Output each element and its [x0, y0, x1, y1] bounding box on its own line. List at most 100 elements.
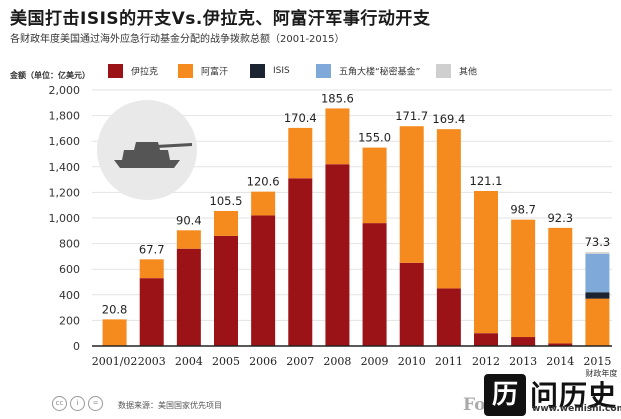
bar-segment: [251, 191, 276, 216]
y-tick-label: 600: [59, 263, 80, 276]
bar-total-label: 73.3: [585, 235, 611, 249]
legend-swatch-slush-fund: [316, 64, 331, 78]
bar-segment: [214, 235, 238, 346]
y-tick-label: 1,400: [49, 161, 81, 174]
legend-swatch-other: [436, 64, 451, 78]
creative-commons-icon: cc: [52, 396, 67, 411]
legend-label-other: 其他: [459, 67, 478, 78]
fiscal-year-note: 财政年度: [585, 368, 617, 378]
bar-segment: [548, 227, 573, 344]
bar-segment: [511, 219, 536, 338]
bar-total-label: 20.8: [102, 302, 128, 316]
legend-label-slush-fund: 五角大楼“秘密基金”: [339, 67, 421, 78]
legend-label-afghanistan: 阿富汗: [201, 67, 229, 78]
y-tick-label: 1,000: [49, 212, 81, 225]
x-tick-label: 2003: [138, 355, 166, 368]
y-tick-label: 0: [73, 340, 80, 353]
tank-icon: [114, 142, 192, 168]
bar-segment: [325, 108, 350, 165]
x-tick-label: 2011: [435, 355, 463, 368]
legend-swatch-afghanistan: [178, 64, 193, 78]
x-tick-label: 2012: [472, 355, 500, 368]
x-tick-label: 2007: [286, 355, 314, 368]
bar-total-label: 92.3: [547, 211, 573, 225]
bar-total-label: 155.0: [358, 131, 391, 145]
x-tick-label: 2009: [361, 355, 389, 368]
legend-item-other: 其他: [436, 64, 477, 78]
y-tick-label: 1,200: [49, 186, 81, 199]
bar-segment: [585, 253, 610, 293]
bar-segment: [585, 292, 610, 299]
x-tick-label: 2001/02: [92, 355, 138, 368]
forbes-logo: Fo: [463, 395, 486, 415]
legend-item-slush-fund: 五角大楼“秘密基金”: [316, 64, 420, 78]
bar-total-label: 121.1: [470, 174, 503, 188]
x-tick-label: 2014: [546, 355, 574, 368]
bar-segment: [288, 127, 313, 179]
bar-segment: [362, 147, 387, 224]
axis-layer: 0 200 400 600 800 1,000 1,200 1,400 1,600 1,800 2,…: [49, 84, 618, 378]
bar-segment: [585, 298, 610, 346]
bar-segment: [251, 215, 276, 346]
bar-segment: [511, 337, 536, 346]
chart-title: 美国打击ISIS的开支Vs.伊拉克、阿富汗军事行动开支: [10, 9, 431, 29]
x-tick-label: 2005: [212, 355, 240, 368]
legend-item-iraq: 伊拉克: [108, 64, 158, 78]
unit-label: 金额（单位：亿美元）: [10, 71, 90, 80]
bar-segment: [474, 190, 498, 334]
label-layer: 20.8 67.7 90.4 105.5 120.6 170.4 185.6 155.0 171…: [102, 91, 610, 316]
watermark-name: 问历史: [530, 379, 618, 412]
bar-segment: [399, 126, 424, 263]
bar-segment: [436, 129, 461, 289]
y-tick-label: 2,000: [49, 84, 81, 97]
bar-segment: [548, 343, 573, 346]
source-note: 数据来源：美国国家优先项目: [118, 401, 222, 410]
bar-segment: [362, 223, 387, 346]
legend-item-isis: ISIS: [250, 64, 290, 78]
tank-illustration: [97, 100, 197, 200]
x-tick-label: 2008: [323, 355, 351, 368]
bar-total-label: 98.7: [510, 203, 536, 217]
bar-total-label: 105.5: [210, 194, 243, 208]
legend-item-afghanistan: 阿富汗: [178, 64, 228, 78]
no-derivatives-icon: =: [88, 396, 103, 411]
bar-segment: [176, 248, 201, 346]
bar-layer: [102, 108, 610, 346]
bar-segment: [102, 319, 127, 346]
bar-total-label: 120.6: [247, 175, 280, 189]
legend-swatch-iraq: [108, 64, 123, 78]
attribution-icon: i: [70, 396, 85, 411]
x-tick-label: 2004: [175, 355, 203, 368]
bar-segment: [325, 164, 350, 346]
bar-segment: [436, 288, 461, 346]
bar-total-label: 170.4: [284, 111, 317, 125]
x-tick-label: 2013: [509, 355, 537, 368]
x-tick-label: 2006: [249, 355, 277, 368]
bar-segment: [214, 210, 238, 236]
watermark-url: www.wenlishi.com: [532, 404, 621, 414]
bar-segment: [585, 252, 610, 254]
bar-segment: [139, 278, 164, 346]
bar-segment: [288, 178, 313, 346]
legend-label-isis: ISIS: [273, 66, 290, 76]
watermark-logo: 历: [484, 374, 526, 416]
y-tick-label: 1,800: [49, 110, 81, 123]
y-tick-label: 1,600: [49, 135, 81, 148]
chart-subtitle: 各财政年度美国通过海外应急行动基金分配的战争拨款总额（2001-2015）: [10, 34, 345, 45]
y-tick-label: 200: [59, 314, 80, 327]
legend-swatch-isis: [250, 64, 265, 78]
y-tick-label: 400: [59, 289, 80, 302]
bar-total-label: 90.4: [176, 213, 202, 227]
legend-label-iraq: 伊拉克: [131, 67, 159, 78]
bar-segment: [176, 230, 201, 249]
x-tick-label: 2010: [398, 355, 426, 368]
bar-total-label: 67.7: [139, 242, 165, 256]
x-tick-label: 2015: [583, 355, 611, 368]
bar-segment: [139, 259, 164, 279]
bar-total-label: 169.4: [432, 112, 465, 126]
bar-total-label: 185.6: [321, 91, 354, 105]
bar-segment: [474, 333, 498, 346]
y-tick-label: 800: [59, 238, 80, 251]
bar-segment: [399, 262, 424, 346]
